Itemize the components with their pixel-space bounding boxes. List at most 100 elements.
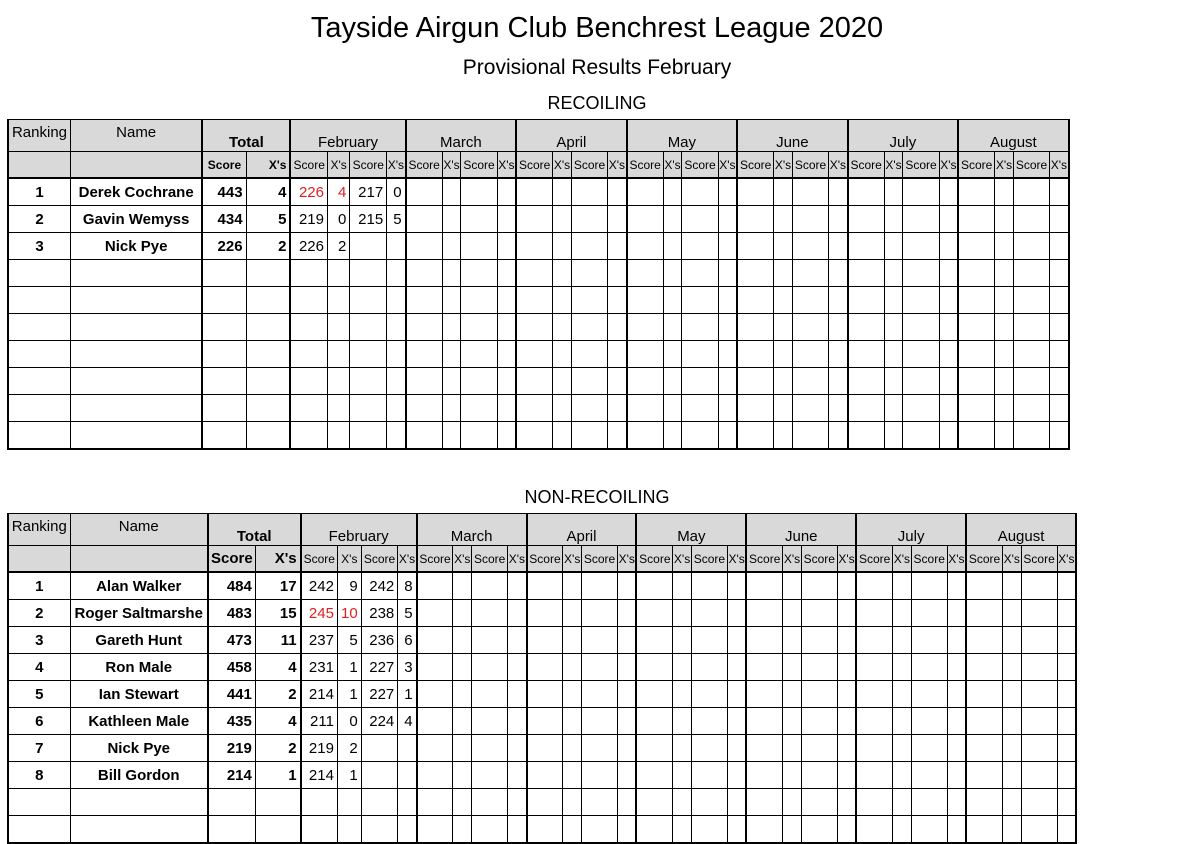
- xs-cell: [326, 394, 351, 422]
- xs-cell: [562, 626, 582, 654]
- score-cell: [902, 232, 940, 260]
- score-cell: [1020, 734, 1058, 762]
- xs-cell: [441, 313, 462, 341]
- xs-cell: [607, 367, 628, 395]
- month-header-february: February: [289, 119, 407, 152]
- score-cell: [690, 571, 728, 600]
- score-cell: [902, 177, 940, 206]
- xs-cell: [782, 680, 802, 708]
- score-cell: [460, 259, 498, 287]
- month-header-february: February: [300, 513, 418, 546]
- xs-cell: [672, 626, 692, 654]
- score-subheader: Score: [300, 545, 338, 573]
- total-xs-cell: [245, 286, 292, 314]
- xs-cell: [836, 761, 858, 789]
- score-cell: [855, 734, 894, 762]
- score-cell: [681, 259, 719, 287]
- score-cell: [460, 313, 498, 341]
- score-cell: [289, 286, 329, 314]
- xs-cell: [1001, 680, 1022, 708]
- score-cell: [460, 177, 498, 206]
- score-cell: [515, 313, 554, 341]
- rank-cell: [6, 286, 71, 314]
- xs-cell: [883, 367, 904, 395]
- score-cell: [570, 340, 609, 368]
- score-cell: [360, 734, 399, 762]
- score-cell: [471, 734, 509, 762]
- total-score-cell: 214: [207, 761, 256, 789]
- xs-cell: [607, 340, 628, 368]
- xs-cell: [507, 707, 528, 735]
- score-cell: [1020, 788, 1058, 816]
- score-cell: [800, 680, 838, 708]
- name-header: Name: [69, 119, 204, 152]
- score-cell: [471, 571, 509, 600]
- xs-cell: [552, 259, 572, 287]
- score-subheader: Score: [855, 545, 894, 573]
- score-cell: [460, 286, 498, 314]
- table-row: 1 Derek Cochrane 443 4 226 4 217 0: [6, 177, 1194, 206]
- score-cell: [289, 421, 329, 450]
- page-subtitle: Provisional Results February: [462, 56, 732, 79]
- total-score-cell: 483: [207, 599, 256, 627]
- xs-cell: [552, 394, 572, 422]
- score-cell: [847, 286, 885, 314]
- total-xs-cell: 4: [254, 653, 302, 681]
- xs-cell: [883, 259, 904, 287]
- xs-cell: [397, 734, 418, 762]
- xs-cell: [507, 626, 528, 654]
- rank-cell: 4: [6, 653, 71, 681]
- score-cell: [800, 626, 838, 654]
- xs-cell: [562, 571, 582, 600]
- score-cell: [570, 394, 609, 422]
- xs-cell: [607, 286, 628, 314]
- xs-cell: [452, 680, 473, 708]
- score-cell: [736, 232, 775, 260]
- total-score-header: Score: [201, 151, 247, 179]
- xs-cell: [994, 286, 1014, 314]
- score-cell: [957, 259, 996, 287]
- score-cell: [460, 367, 498, 395]
- xs-cell: [828, 232, 849, 260]
- score-cell: 245: [300, 599, 338, 627]
- xs-cell: [452, 571, 473, 600]
- xs-cell: [1056, 707, 1077, 735]
- total-xs-cell: [245, 340, 292, 368]
- ranking-subheader: [6, 151, 71, 179]
- score-cell: [1020, 571, 1058, 600]
- xs-subheader: X's: [836, 545, 858, 573]
- xs-cell: [662, 205, 683, 233]
- xs-subheader: X's: [552, 151, 572, 179]
- score-cell: 224: [360, 707, 399, 735]
- score-cell: [471, 815, 509, 844]
- xs-cell: 0: [336, 707, 362, 735]
- xs-cell: [717, 313, 739, 341]
- ranking-subheader: [6, 545, 71, 573]
- xs-cell: [452, 707, 473, 735]
- xs-cell: [1001, 761, 1022, 789]
- score-cell: [626, 259, 664, 287]
- xs-cell: [607, 177, 628, 206]
- score-cell: 219: [289, 205, 329, 233]
- xs-cell: [726, 788, 748, 816]
- xs-cell: [386, 232, 407, 260]
- xs-cell: [773, 205, 793, 233]
- xs-cell: [946, 626, 968, 654]
- xs-cell: [1001, 571, 1022, 600]
- xs-cell: [938, 394, 960, 422]
- score-cell: [570, 313, 609, 341]
- score-cell: [965, 571, 1003, 600]
- name-cell: Kathleen Male: [69, 707, 209, 735]
- xs-subheader: X's: [441, 151, 462, 179]
- xs-cell: [662, 394, 683, 422]
- xs-cell: [386, 313, 407, 341]
- xs-cell: [994, 421, 1014, 450]
- name-cell: [69, 394, 204, 422]
- score-cell: [910, 788, 948, 816]
- xs-cell: [326, 367, 351, 395]
- score-cell: [460, 232, 498, 260]
- xs-subheader: X's: [726, 545, 748, 573]
- score-cell: [902, 286, 940, 314]
- score-cell: [690, 653, 728, 681]
- xs-cell: [892, 626, 912, 654]
